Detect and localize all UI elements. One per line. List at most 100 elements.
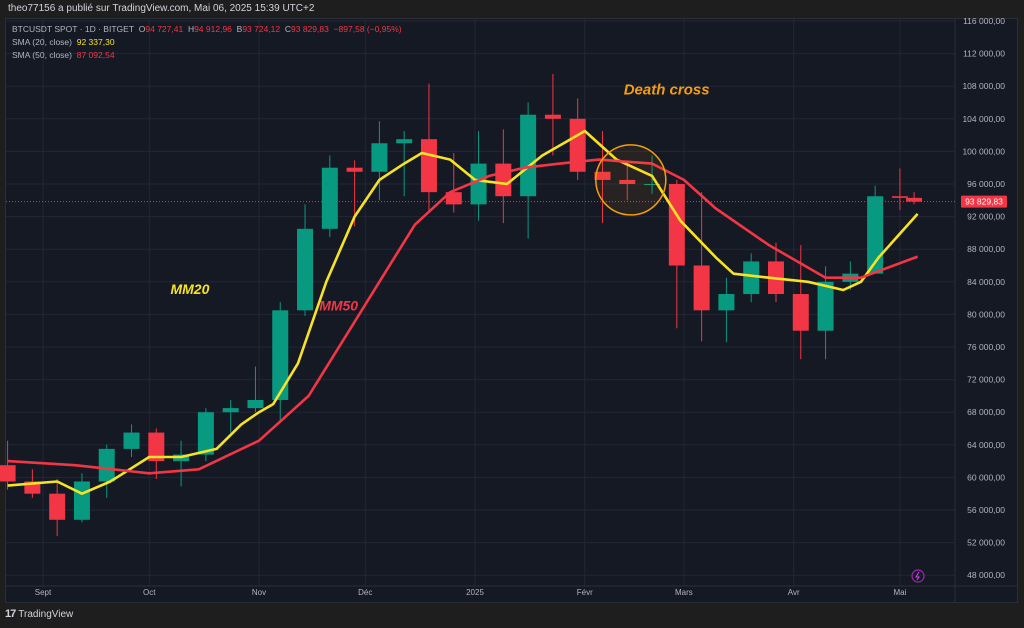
sma50-value: 87 092,54 xyxy=(76,50,115,60)
annotation-mm20: MM20 xyxy=(170,281,209,297)
candle xyxy=(297,204,314,317)
candle-body xyxy=(792,294,809,331)
candle-body xyxy=(49,493,66,520)
candle xyxy=(123,424,140,458)
sma20-label: SMA (20, close) xyxy=(12,37,72,47)
candle xyxy=(520,102,537,239)
candle xyxy=(73,473,90,523)
candle-body xyxy=(693,265,710,311)
candle-body xyxy=(346,167,363,172)
tradingview-logo-mark: 17 xyxy=(5,608,16,620)
y-tick-label: 100 000,00 xyxy=(962,146,1005,156)
y-tick-label: 52 000,00 xyxy=(967,538,1005,548)
candle xyxy=(906,192,923,205)
tradingview-logo[interactable]: 17 TradingView xyxy=(5,608,73,620)
candle-body xyxy=(569,118,586,172)
candle-body xyxy=(594,171,611,180)
tradingview-logo-text: TradingView xyxy=(18,608,74,620)
sma50-label: SMA (50, close) xyxy=(12,50,72,60)
y-tick-label: 84 000,00 xyxy=(967,277,1005,287)
ohlc-row: BTCUSDT SPOT · 1D · BITGET O94 727,41 H9… xyxy=(12,23,402,36)
candle-body xyxy=(371,143,388,172)
candle xyxy=(420,83,437,213)
candle xyxy=(470,131,487,221)
candle-body xyxy=(520,114,537,197)
candle xyxy=(148,428,165,480)
high-value: 94 912,96 xyxy=(194,24,232,34)
candle-body xyxy=(495,163,512,197)
candle xyxy=(693,192,710,342)
candle-body xyxy=(544,114,561,119)
candle-body xyxy=(321,167,338,229)
y-tick-label: 112 000,00 xyxy=(963,49,1005,59)
x-tick-label: Oct xyxy=(143,588,156,597)
y-tick-label: 56 000,00 xyxy=(967,505,1005,515)
change-value: −897,58 (−0,95%) xyxy=(333,24,402,34)
candle xyxy=(49,479,66,537)
candle-body xyxy=(470,163,487,205)
y-tick-label: 88 000,00 xyxy=(967,244,1005,254)
candle-body xyxy=(272,310,289,400)
x-tick-label: Mai xyxy=(893,588,906,597)
x-tick-label: Nov xyxy=(252,588,266,597)
candle-body xyxy=(445,192,462,205)
y-tick-label: 108 000,00 xyxy=(962,81,1005,91)
candle-body xyxy=(98,448,115,482)
x-tick-label: Avr xyxy=(788,588,800,597)
y-tick-label: 76 000,00 xyxy=(967,342,1005,352)
candle-body xyxy=(197,412,214,455)
close-value: 93 829,83 xyxy=(291,24,329,34)
death-cross-circle xyxy=(595,144,667,216)
candle-body xyxy=(247,399,264,409)
low-value: 93 724,12 xyxy=(242,24,281,34)
candle xyxy=(98,444,115,498)
x-tick-label: Févr xyxy=(577,588,593,597)
candle xyxy=(0,440,16,490)
candle xyxy=(495,129,512,224)
candle xyxy=(544,73,561,156)
candle-body xyxy=(420,139,437,193)
candle xyxy=(867,185,884,274)
candle-body xyxy=(297,228,314,311)
lightning-icon[interactable] xyxy=(911,569,925,583)
y-tick-label: 60 000,00 xyxy=(967,472,1005,482)
symbol-label[interactable]: BTCUSDT SPOT · 1D · BITGET xyxy=(12,24,135,34)
chart-panel[interactable] xyxy=(5,18,1018,603)
y-tick-label: 80 000,00 xyxy=(967,309,1005,319)
close-label: C xyxy=(284,24,292,34)
candle-body xyxy=(222,408,239,413)
candle-body xyxy=(668,184,685,266)
candle xyxy=(321,155,338,237)
candle xyxy=(173,440,190,487)
sma-line-mm50 xyxy=(7,158,919,475)
candle-body xyxy=(867,196,884,274)
x-tick-label: Sept xyxy=(35,588,52,597)
last-price-label: 93 829,83 xyxy=(965,197,1003,207)
y-tick-label: 116 000,00 xyxy=(963,16,1005,26)
candle-body xyxy=(148,432,165,462)
y-tick-label: 72 000,00 xyxy=(967,375,1005,385)
candle-body xyxy=(817,281,834,331)
sma50-row[interactable]: SMA (50, close) 87 092,54 xyxy=(12,49,402,62)
candle-body xyxy=(73,481,90,520)
x-tick-label: Mars xyxy=(675,588,693,597)
candle-body xyxy=(619,179,636,184)
high-label: H xyxy=(187,24,195,34)
candle-body xyxy=(743,261,760,295)
chart-legend: BTCUSDT SPOT · 1D · BITGET O94 727,41 H9… xyxy=(12,23,402,62)
y-tick-label: 64 000,00 xyxy=(967,440,1005,450)
sma-line-mm20 xyxy=(7,129,919,496)
annotation-mm50: MM50 xyxy=(319,297,358,313)
candle-body xyxy=(123,432,140,449)
y-tick-label: 96 000,00 xyxy=(967,179,1005,189)
candle xyxy=(619,163,636,201)
candle xyxy=(817,266,834,360)
candle-body xyxy=(0,465,16,482)
lightning-icon-ring xyxy=(911,569,925,583)
annotation-death-cross: Death cross xyxy=(624,81,710,98)
sma20-row[interactable]: SMA (20, close) 92 337,30 xyxy=(12,36,402,49)
x-tick-label: 2025 xyxy=(466,588,484,597)
candle xyxy=(247,366,264,413)
publish-info: theo77156 a publié sur TradingView.com, … xyxy=(8,3,315,14)
